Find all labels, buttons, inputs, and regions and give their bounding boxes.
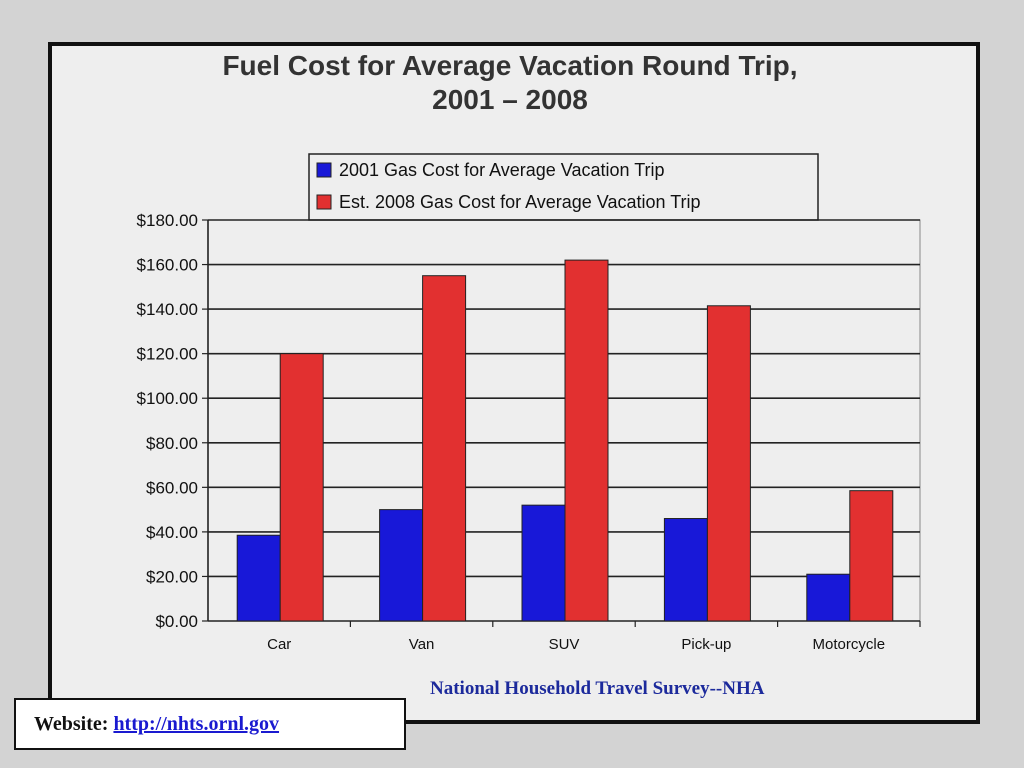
y-tick-label: $40.00	[146, 523, 198, 542]
source-note: National Household Travel Survey--NHA	[430, 678, 765, 699]
chart-title-line1: Fuel Cost for Average Vacation Round Tri…	[222, 50, 797, 81]
y-tick-label: $120.00	[137, 345, 198, 364]
website-box: Website: http://nhts.ornl.gov	[14, 698, 406, 750]
x-tick-label: SUV	[549, 636, 580, 653]
bar-2008	[422, 275, 467, 622]
bar-2001	[806, 573, 851, 622]
y-tick-label: $160.00	[137, 256, 198, 275]
bar-2008	[706, 305, 751, 622]
legend-swatch-2008	[316, 194, 332, 210]
legend-label-2008: Est. 2008 Gas Cost for Average Vacation …	[339, 192, 701, 212]
bar-2008	[279, 353, 324, 622]
bar-2008	[849, 490, 894, 622]
legend-box	[308, 153, 819, 221]
chart-title-line2: 2001 – 2008	[432, 84, 588, 115]
bar-2001	[663, 518, 708, 622]
legend-swatch-2001	[316, 162, 332, 178]
bar-chart: Fuel Cost for Average Vacation Round Tri…	[137, 50, 921, 653]
y-tick-label: $80.00	[146, 434, 198, 453]
x-tick-label: Van	[409, 636, 435, 653]
plot-area: $0.00 $20.00 $40.00 $60.00 $80.00 $100.00 $120…	[137, 211, 921, 653]
bar-2001	[521, 504, 566, 622]
bar-2001	[379, 509, 424, 622]
y-tick-label: $0.00	[155, 612, 198, 631]
x-tick-label: Pick-up	[681, 636, 731, 653]
y-tick-label: $180.00	[137, 211, 198, 230]
chart-frame: Fuel Cost for Average Vacation Round Tri…	[48, 42, 980, 724]
bar-2001	[236, 534, 281, 622]
bar-2008	[564, 259, 609, 622]
y-tick-label: $140.00	[137, 300, 198, 319]
website-link[interactable]: http://nhts.ornl.gov	[113, 713, 280, 735]
x-tick-label: Motorcycle	[813, 636, 886, 653]
x-tick-label: Car	[267, 636, 291, 653]
legend: 2001 Gas Cost for Average Vacation Trip …	[308, 153, 819, 221]
y-tick-label: $20.00	[146, 567, 198, 586]
legend-label-2001: 2001 Gas Cost for Average Vacation Trip	[339, 160, 665, 180]
website-label: Website:	[34, 713, 109, 735]
y-tick-label: $60.00	[146, 478, 198, 497]
y-tick-label: $100.00	[137, 389, 198, 408]
